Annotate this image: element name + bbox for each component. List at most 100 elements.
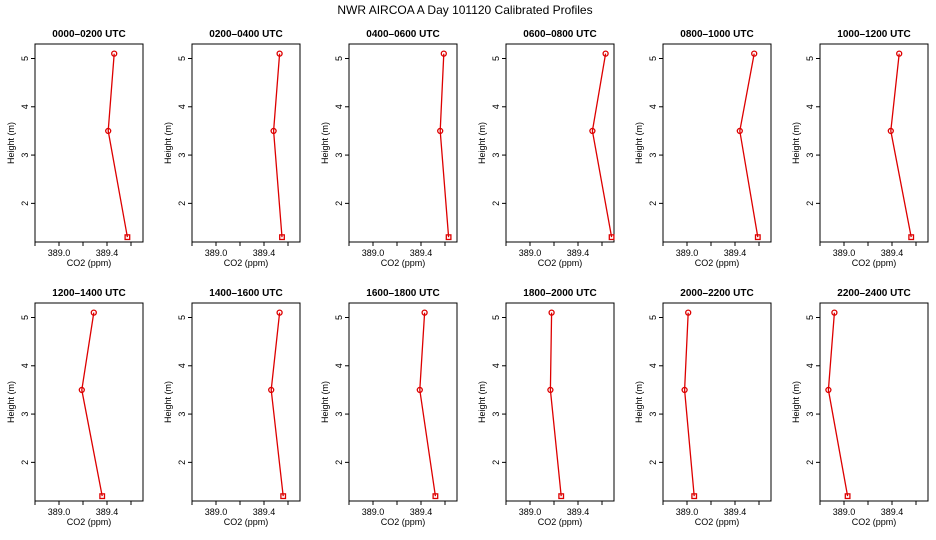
y-tick-label: 3 — [648, 153, 658, 158]
panel-title: 0600–0800 UTC — [523, 29, 596, 40]
series-line — [439, 53, 450, 238]
y-axis-label: Height (m) — [477, 122, 487, 164]
panel-8: 1400–1600 UTC 389.0 389.4 2 3 4 5 CO2 (ppm) Heig… — [163, 288, 301, 527]
data-point — [602, 50, 609, 57]
x-tick-label: 389.0 — [676, 507, 699, 517]
data-point — [437, 127, 444, 135]
figure-title: NWR AIRCOA A Day 101120 Calibrated Profi… — [337, 3, 592, 17]
data-point — [279, 234, 285, 241]
y-tick-label: 2 — [648, 460, 658, 465]
x-tick-label: 389.4 — [567, 507, 590, 517]
y-tick-label: 5 — [491, 315, 501, 320]
y-axis-label: Height (m) — [791, 122, 801, 164]
y-axis-label: Height (m) — [791, 381, 801, 423]
x-tick-label: 389.4 — [253, 248, 276, 258]
data-point — [908, 234, 915, 241]
x-axis-label: CO2 (ppm) — [67, 517, 112, 527]
data-point — [421, 309, 428, 316]
panel-title: 1600–1800 UTC — [366, 288, 439, 299]
data-point — [124, 234, 131, 241]
y-tick-label: 2 — [491, 460, 501, 465]
panel-title: 0800–1000 UTC — [680, 29, 753, 40]
y-tick-label: 4 — [334, 104, 344, 109]
y-tick-label: 4 — [20, 104, 30, 109]
panel-12: 2200–2400 UTC 389.0 389.4 2 3 4 5 CO2 (ppm) Heig… — [791, 288, 929, 527]
data-point — [78, 386, 85, 394]
y-tick-label: 5 — [177, 56, 187, 61]
x-tick-label: 389.4 — [881, 507, 904, 517]
y-tick-label: 4 — [648, 104, 658, 109]
y-tick-label: 5 — [491, 56, 501, 61]
data-point — [111, 50, 118, 57]
y-tick-label: 2 — [648, 201, 658, 206]
x-tick-label: 389.0 — [205, 507, 228, 517]
series-line — [739, 53, 759, 238]
panel-title: 1800–2000 UTC — [523, 288, 596, 299]
y-tick-label: 2 — [177, 201, 187, 206]
data-point — [754, 234, 761, 241]
y-axis-label: Height (m) — [6, 122, 16, 164]
x-axis-label: CO2 (ppm) — [224, 258, 269, 268]
y-tick-label: 5 — [20, 315, 30, 320]
plot-frame — [348, 302, 458, 502]
x-tick-label: 389.0 — [833, 507, 856, 517]
y-tick-label: 4 — [177, 363, 187, 368]
plot-frame — [505, 302, 615, 502]
data-point — [825, 386, 832, 394]
plot-frame — [662, 302, 772, 502]
data-point — [276, 309, 283, 316]
y-tick-label: 3 — [805, 412, 815, 417]
y-tick-label: 3 — [491, 153, 501, 158]
y-tick-label: 4 — [334, 363, 344, 368]
y-tick-label: 2 — [20, 201, 30, 206]
x-tick-label: 389.4 — [96, 248, 119, 258]
data-point — [432, 493, 439, 500]
panel-1: 0000–0200 UTC 389.0 389.4 2 3 4 5 CO2 (ppm) Heig… — [6, 29, 144, 268]
plot-frame — [348, 43, 458, 243]
y-tick-label: 5 — [648, 56, 658, 61]
plot-frame — [505, 43, 615, 243]
y-tick-label: 2 — [334, 201, 344, 206]
data-point — [268, 386, 275, 394]
y-tick-label: 3 — [491, 412, 501, 417]
x-axis-label: CO2 (ppm) — [695, 517, 740, 527]
plot-frame — [34, 302, 144, 502]
y-tick-label: 4 — [491, 363, 501, 368]
y-tick-label: 3 — [20, 412, 30, 417]
y-tick-label: 3 — [20, 153, 30, 158]
x-axis-label: CO2 (ppm) — [852, 517, 897, 527]
series-line — [270, 312, 284, 497]
y-tick-label: 3 — [177, 153, 187, 158]
panel-title: 0000–0200 UTC — [52, 29, 125, 40]
x-tick-label: 389.4 — [881, 248, 904, 258]
y-tick-label: 5 — [177, 315, 187, 320]
data-point — [416, 386, 423, 394]
data-point — [548, 309, 555, 316]
x-tick-label: 389.0 — [48, 507, 71, 517]
data-point — [440, 50, 447, 57]
data-point — [691, 493, 698, 500]
y-tick-label: 2 — [805, 460, 815, 465]
data-point — [270, 127, 277, 135]
x-axis-label: CO2 (ppm) — [224, 517, 269, 527]
x-tick-label: 389.0 — [362, 248, 385, 258]
x-tick-label: 389.4 — [96, 507, 119, 517]
y-axis-label: Height (m) — [320, 381, 330, 423]
y-axis-label: Height (m) — [163, 122, 173, 164]
plot-frame — [191, 43, 301, 243]
panel-2: 0200–0400 UTC 389.0 389.4 2 3 4 5 CO2 (ppm) Heig… — [163, 29, 301, 268]
x-tick-label: 389.4 — [724, 248, 747, 258]
y-tick-label: 2 — [177, 460, 187, 465]
y-tick-label: 4 — [805, 363, 815, 368]
panel-11: 2000–2200 UTC 389.0 389.4 2 3 4 5 CO2 (ppm) Heig… — [634, 288, 772, 527]
y-tick-label: 2 — [20, 460, 30, 465]
y-tick-label: 3 — [334, 412, 344, 417]
y-tick-label: 2 — [334, 460, 344, 465]
x-tick-label: 389.4 — [724, 507, 747, 517]
data-point — [896, 50, 903, 57]
x-axis-label: CO2 (ppm) — [381, 258, 426, 268]
plot-frame — [819, 43, 929, 243]
y-axis-label: Height (m) — [634, 381, 644, 423]
x-tick-label: 389.4 — [410, 507, 433, 517]
